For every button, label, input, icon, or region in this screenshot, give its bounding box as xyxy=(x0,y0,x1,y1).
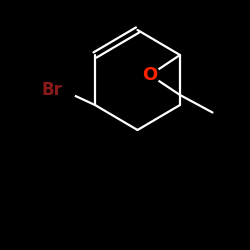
Text: Br: Br xyxy=(42,81,62,99)
Text: O: O xyxy=(142,66,158,84)
Circle shape xyxy=(140,66,160,84)
Circle shape xyxy=(50,77,76,103)
